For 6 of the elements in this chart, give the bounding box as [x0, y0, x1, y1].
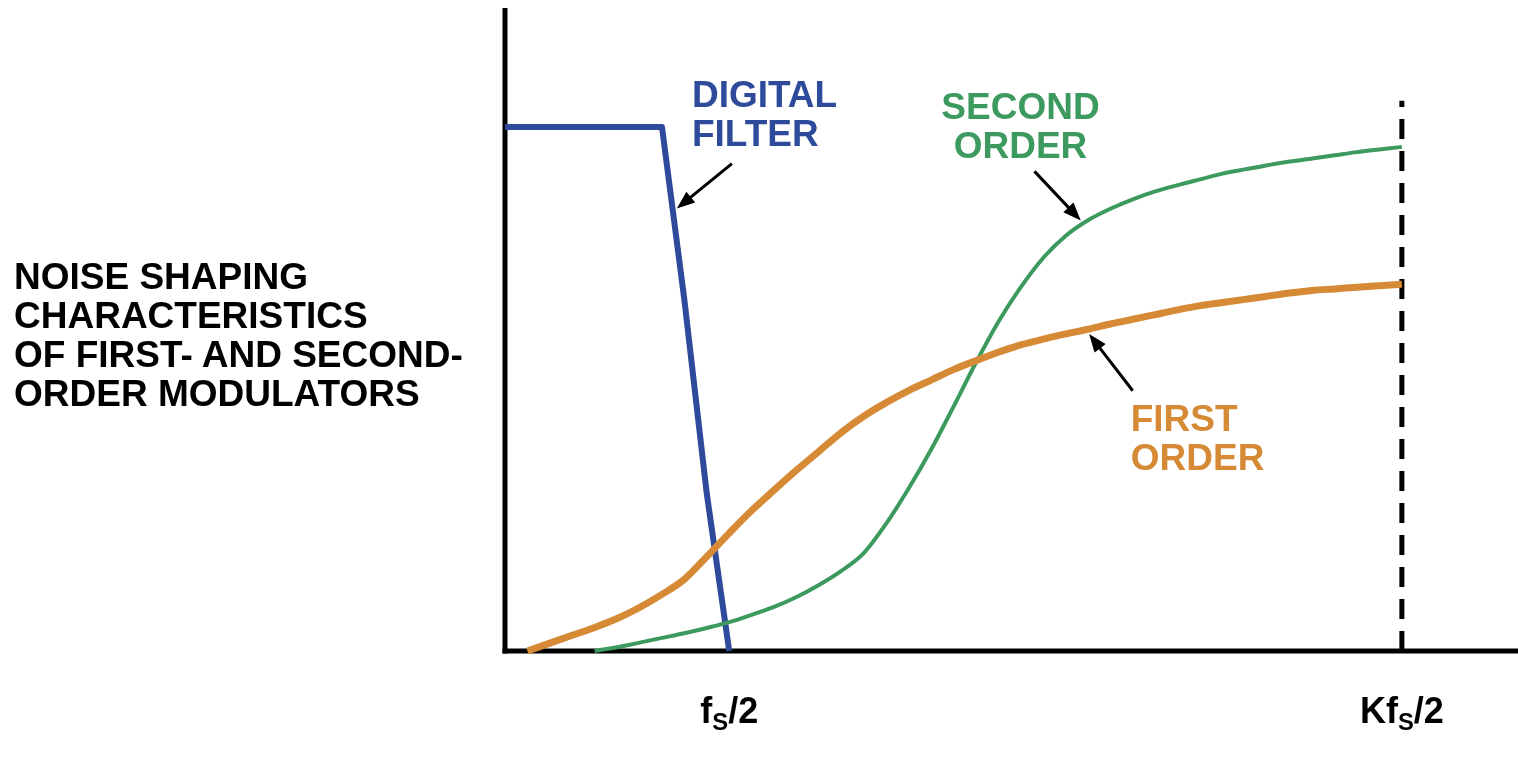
- series-label: DIGITAL FILTER: [691, 73, 838, 154]
- x-tick-label: Kf$_{S}$/2: [1359, 690, 1444, 736]
- x-tick-label: f$_{S}$/2: [700, 690, 759, 736]
- text: NOISE SHAPING CHARACTERISTICS OF FIRST- AND SECOND- ORDER MODULATORS: [14, 256, 463, 414]
- series-label: SECOND ORDER: [941, 86, 1100, 167]
- text: FIRST ORDER: [1130, 397, 1265, 478]
